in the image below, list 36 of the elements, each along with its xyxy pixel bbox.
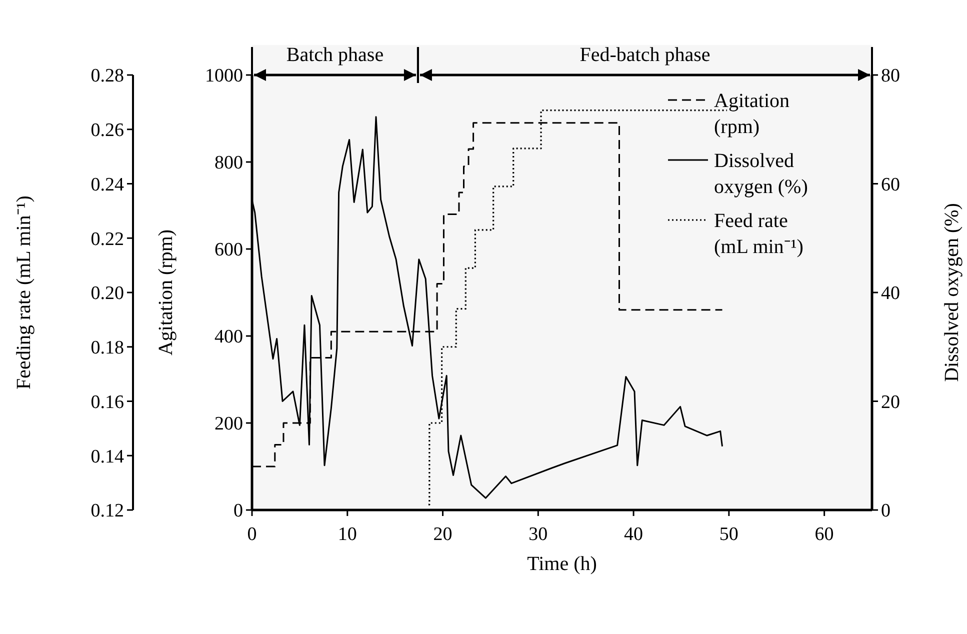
- x-tick-label: 0: [247, 524, 257, 545]
- y2-tick-label: 0: [881, 500, 890, 522]
- y3-tick-label: 0.16: [90, 392, 124, 413]
- band-label: Fed-batch phase: [580, 44, 710, 66]
- y3-axis-title: Feeding rate (mL min⁻¹): [13, 196, 35, 390]
- legend-label: Dissolved oxygen (%): [714, 150, 808, 198]
- y3-tick-label: 0.22: [90, 228, 124, 250]
- legend-label: Agitation (rpm): [714, 90, 790, 138]
- y3-tick-label: 0.28: [90, 66, 124, 87]
- y3-tick-label: 0.14: [90, 446, 124, 468]
- band-label: Batch phase: [286, 44, 384, 66]
- x-tick-label: 10: [338, 524, 357, 545]
- legend-label: Feed rate (mL min⁻¹): [714, 210, 804, 258]
- y3-tick-label: 0.18: [90, 338, 124, 359]
- y-tick-label: 0: [234, 500, 243, 522]
- y-tick-label: 200: [214, 414, 243, 435]
- y3-tick-label: 0.26: [90, 120, 124, 142]
- y-tick-label: 1000: [205, 66, 243, 87]
- x-tick-label: 50: [719, 524, 738, 545]
- y-axis-title: Agitation (rpm): [155, 229, 177, 356]
- x-tick-label: 60: [814, 524, 834, 545]
- y3-tick-label: 0.12: [90, 500, 124, 522]
- y2-tick-label: 80: [881, 66, 900, 87]
- y3-tick-label: 0.20: [90, 283, 124, 304]
- y2-tick-label: 60: [881, 174, 900, 196]
- x-tick-label: 30: [528, 524, 548, 545]
- y2-tick-label: 20: [881, 392, 900, 413]
- y-tick-label: 600: [214, 240, 243, 261]
- y-tick-label: 400: [214, 326, 243, 348]
- y2-tick-label: 40: [881, 283, 900, 304]
- y3-tick-label: 0.24: [90, 174, 124, 196]
- x-tick-label: 20: [433, 524, 452, 545]
- x-tick-label: 40: [624, 524, 644, 545]
- x-axis-title: Time (h): [527, 553, 597, 575]
- y-tick-label: 800: [214, 152, 243, 174]
- y2-axis-title: Dissolved oxygen (%): [941, 203, 963, 382]
